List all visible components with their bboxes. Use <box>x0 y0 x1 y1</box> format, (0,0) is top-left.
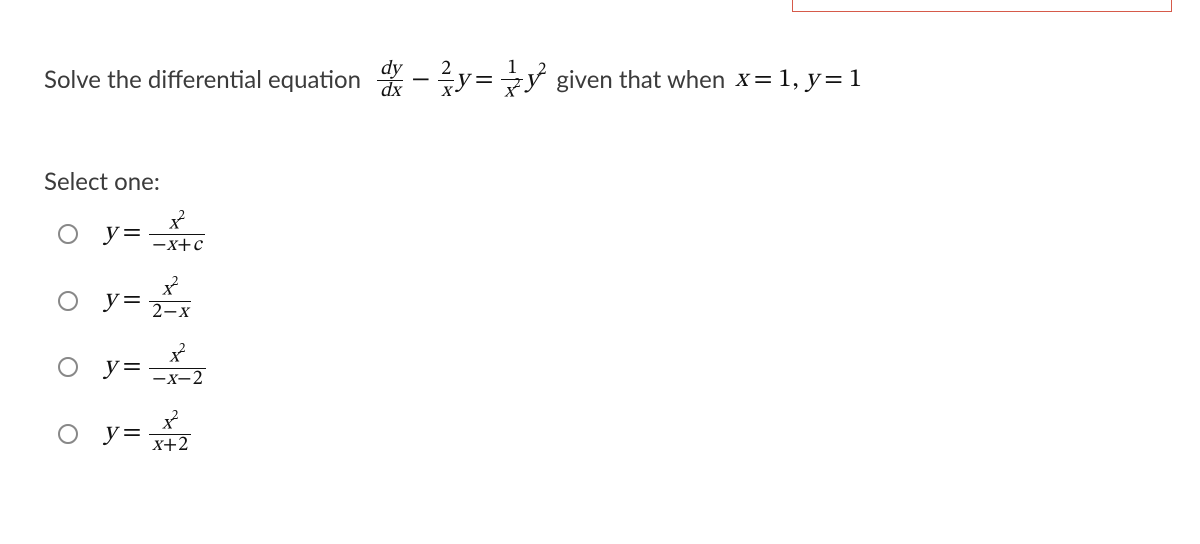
option-c-math: y = x2 −x−2 <box>104 345 208 390</box>
option-d-math: y = x2 x+2 <box>104 412 193 457</box>
radio-c[interactable] <box>58 357 78 377</box>
option-b[interactable]: y = x2 2−x <box>58 278 1156 323</box>
one-over-x2: 1 x2 <box>501 58 523 103</box>
equation: dy dx − 2 x y = 1 x2 y2 <box>375 58 546 103</box>
equals-op: = <box>469 61 500 100</box>
minus-op: − <box>406 61 437 100</box>
question-block: Solve the differential equation dy dx − … <box>44 58 1156 478</box>
option-d[interactable]: y = x2 x+2 <box>58 412 1156 457</box>
options-list: y = x2 −x+c y = x2 2−x y <box>44 212 1156 457</box>
dy-dx-fraction: dy dx <box>377 59 403 102</box>
question-text: Solve the differential equation dy dx − … <box>44 58 1156 103</box>
flag-box <box>792 0 1172 12</box>
given-text: given that when <box>556 62 725 98</box>
two-over-x: 2 x <box>438 59 454 102</box>
radio-b[interactable] <box>58 291 78 311</box>
question-lead: Solve the differential equation <box>44 62 361 98</box>
option-c[interactable]: y = x2 −x−2 <box>58 345 1156 390</box>
radio-a[interactable] <box>58 224 78 244</box>
radio-d[interactable] <box>58 424 78 444</box>
option-a-math: y = x2 −x+c <box>104 212 207 257</box>
option-b-math: y = x2 2−x <box>104 278 193 323</box>
y2-var: y2 <box>525 61 546 101</box>
y-var: y <box>456 61 469 100</box>
option-a[interactable]: y = x2 −x+c <box>58 212 1156 257</box>
select-one-label: Select one: <box>44 167 1156 196</box>
condition: x = 1 , y = 1 <box>735 61 862 100</box>
